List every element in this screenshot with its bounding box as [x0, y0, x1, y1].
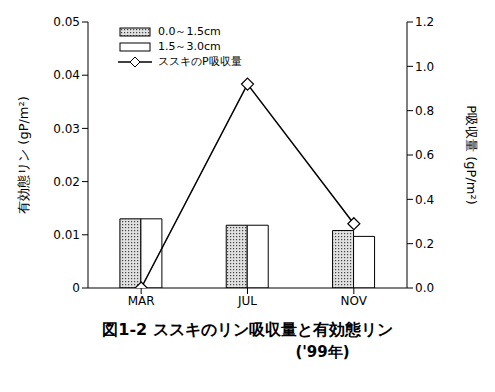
svg-text:0.2: 0.2	[415, 237, 434, 251]
html-text:図1-2 ススキのリン吸収量と有効態リン: 図1-2 ススキのリン吸収量と有効態リン	[102, 320, 393, 339]
svg-text:1.2: 1.2	[415, 15, 434, 29]
svg-text:JUL: JUL	[237, 294, 257, 308]
html-text:1.5～3.0cm: 1.5～3.0cm	[158, 40, 221, 53]
svg-text:0.04: 0.04	[53, 68, 80, 82]
svg-text:P吸収量 (gP/m²): P吸収量 (gP/m²)	[464, 105, 479, 204]
svg-text:0: 0	[72, 281, 80, 295]
html-text:0.0～1.5cm: 0.0～1.5cm	[158, 25, 221, 38]
svg-text:有効態リン (gP/m²): 有効態リン (gP/m²)	[16, 96, 31, 214]
svg-text:1.0: 1.0	[415, 60, 434, 74]
svg-text:MAR: MAR	[128, 294, 155, 308]
svg-text:NOV: NOV	[341, 294, 368, 308]
svg-text:0.01: 0.01	[53, 228, 80, 242]
svg-text:0.03: 0.03	[53, 122, 80, 136]
html-text:ススキのP吸収量: ススキのP吸収量	[158, 55, 242, 68]
svg-text:0.05: 0.05	[53, 15, 80, 29]
svg-text:0.0: 0.0	[415, 281, 434, 295]
html-text:('99年): ('99年)	[295, 343, 350, 361]
svg-text:0.4: 0.4	[415, 193, 434, 207]
svg-text:0.02: 0.02	[53, 175, 80, 189]
svg-text:0.6: 0.6	[415, 148, 434, 162]
svg-text:0.8: 0.8	[415, 104, 434, 118]
